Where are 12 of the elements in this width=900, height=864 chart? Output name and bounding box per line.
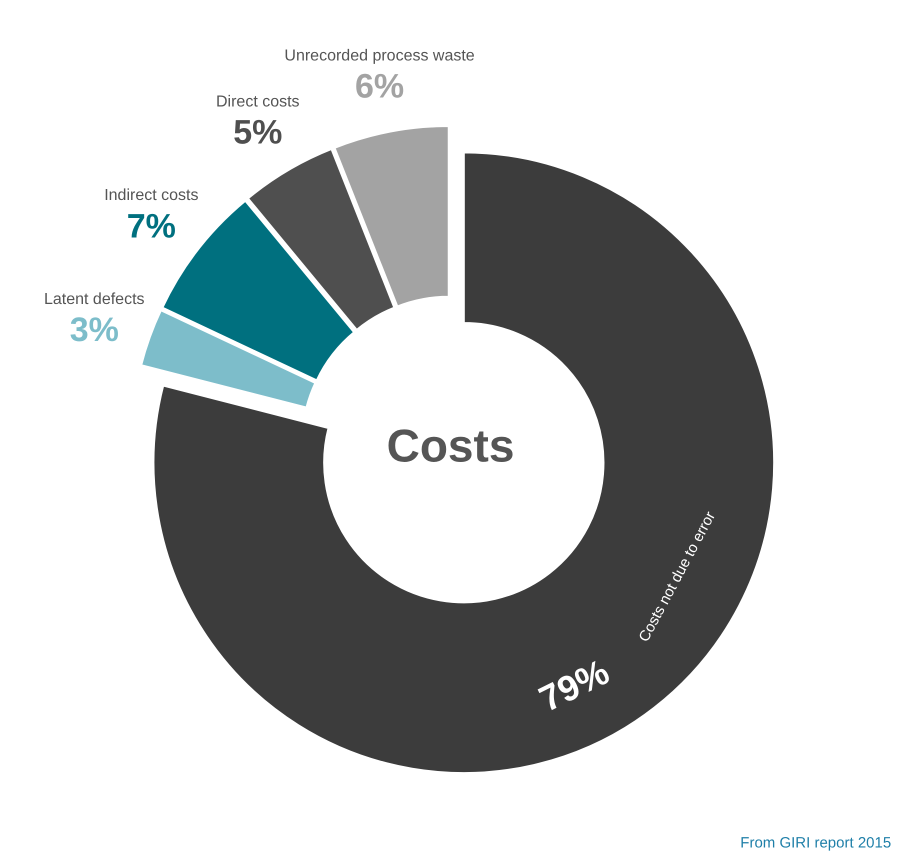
data-label: 7% — [126, 207, 176, 246]
data-label: 3% — [70, 311, 119, 350]
slice-label: Latent defects — [44, 290, 145, 308]
data-label: 6% — [354, 67, 404, 106]
data-label: 79% — [532, 650, 616, 720]
text: From GIRI report 2015 — [740, 834, 892, 852]
text: Costs — [386, 420, 514, 472]
data-label: 5% — [233, 113, 282, 152]
slice-label: Direct costs — [216, 93, 300, 110]
slice-label: Unrecorded process waste — [284, 47, 475, 64]
slice-label: Costs not due to error — [636, 508, 719, 645]
slice-label: Indirect costs — [104, 187, 198, 204]
